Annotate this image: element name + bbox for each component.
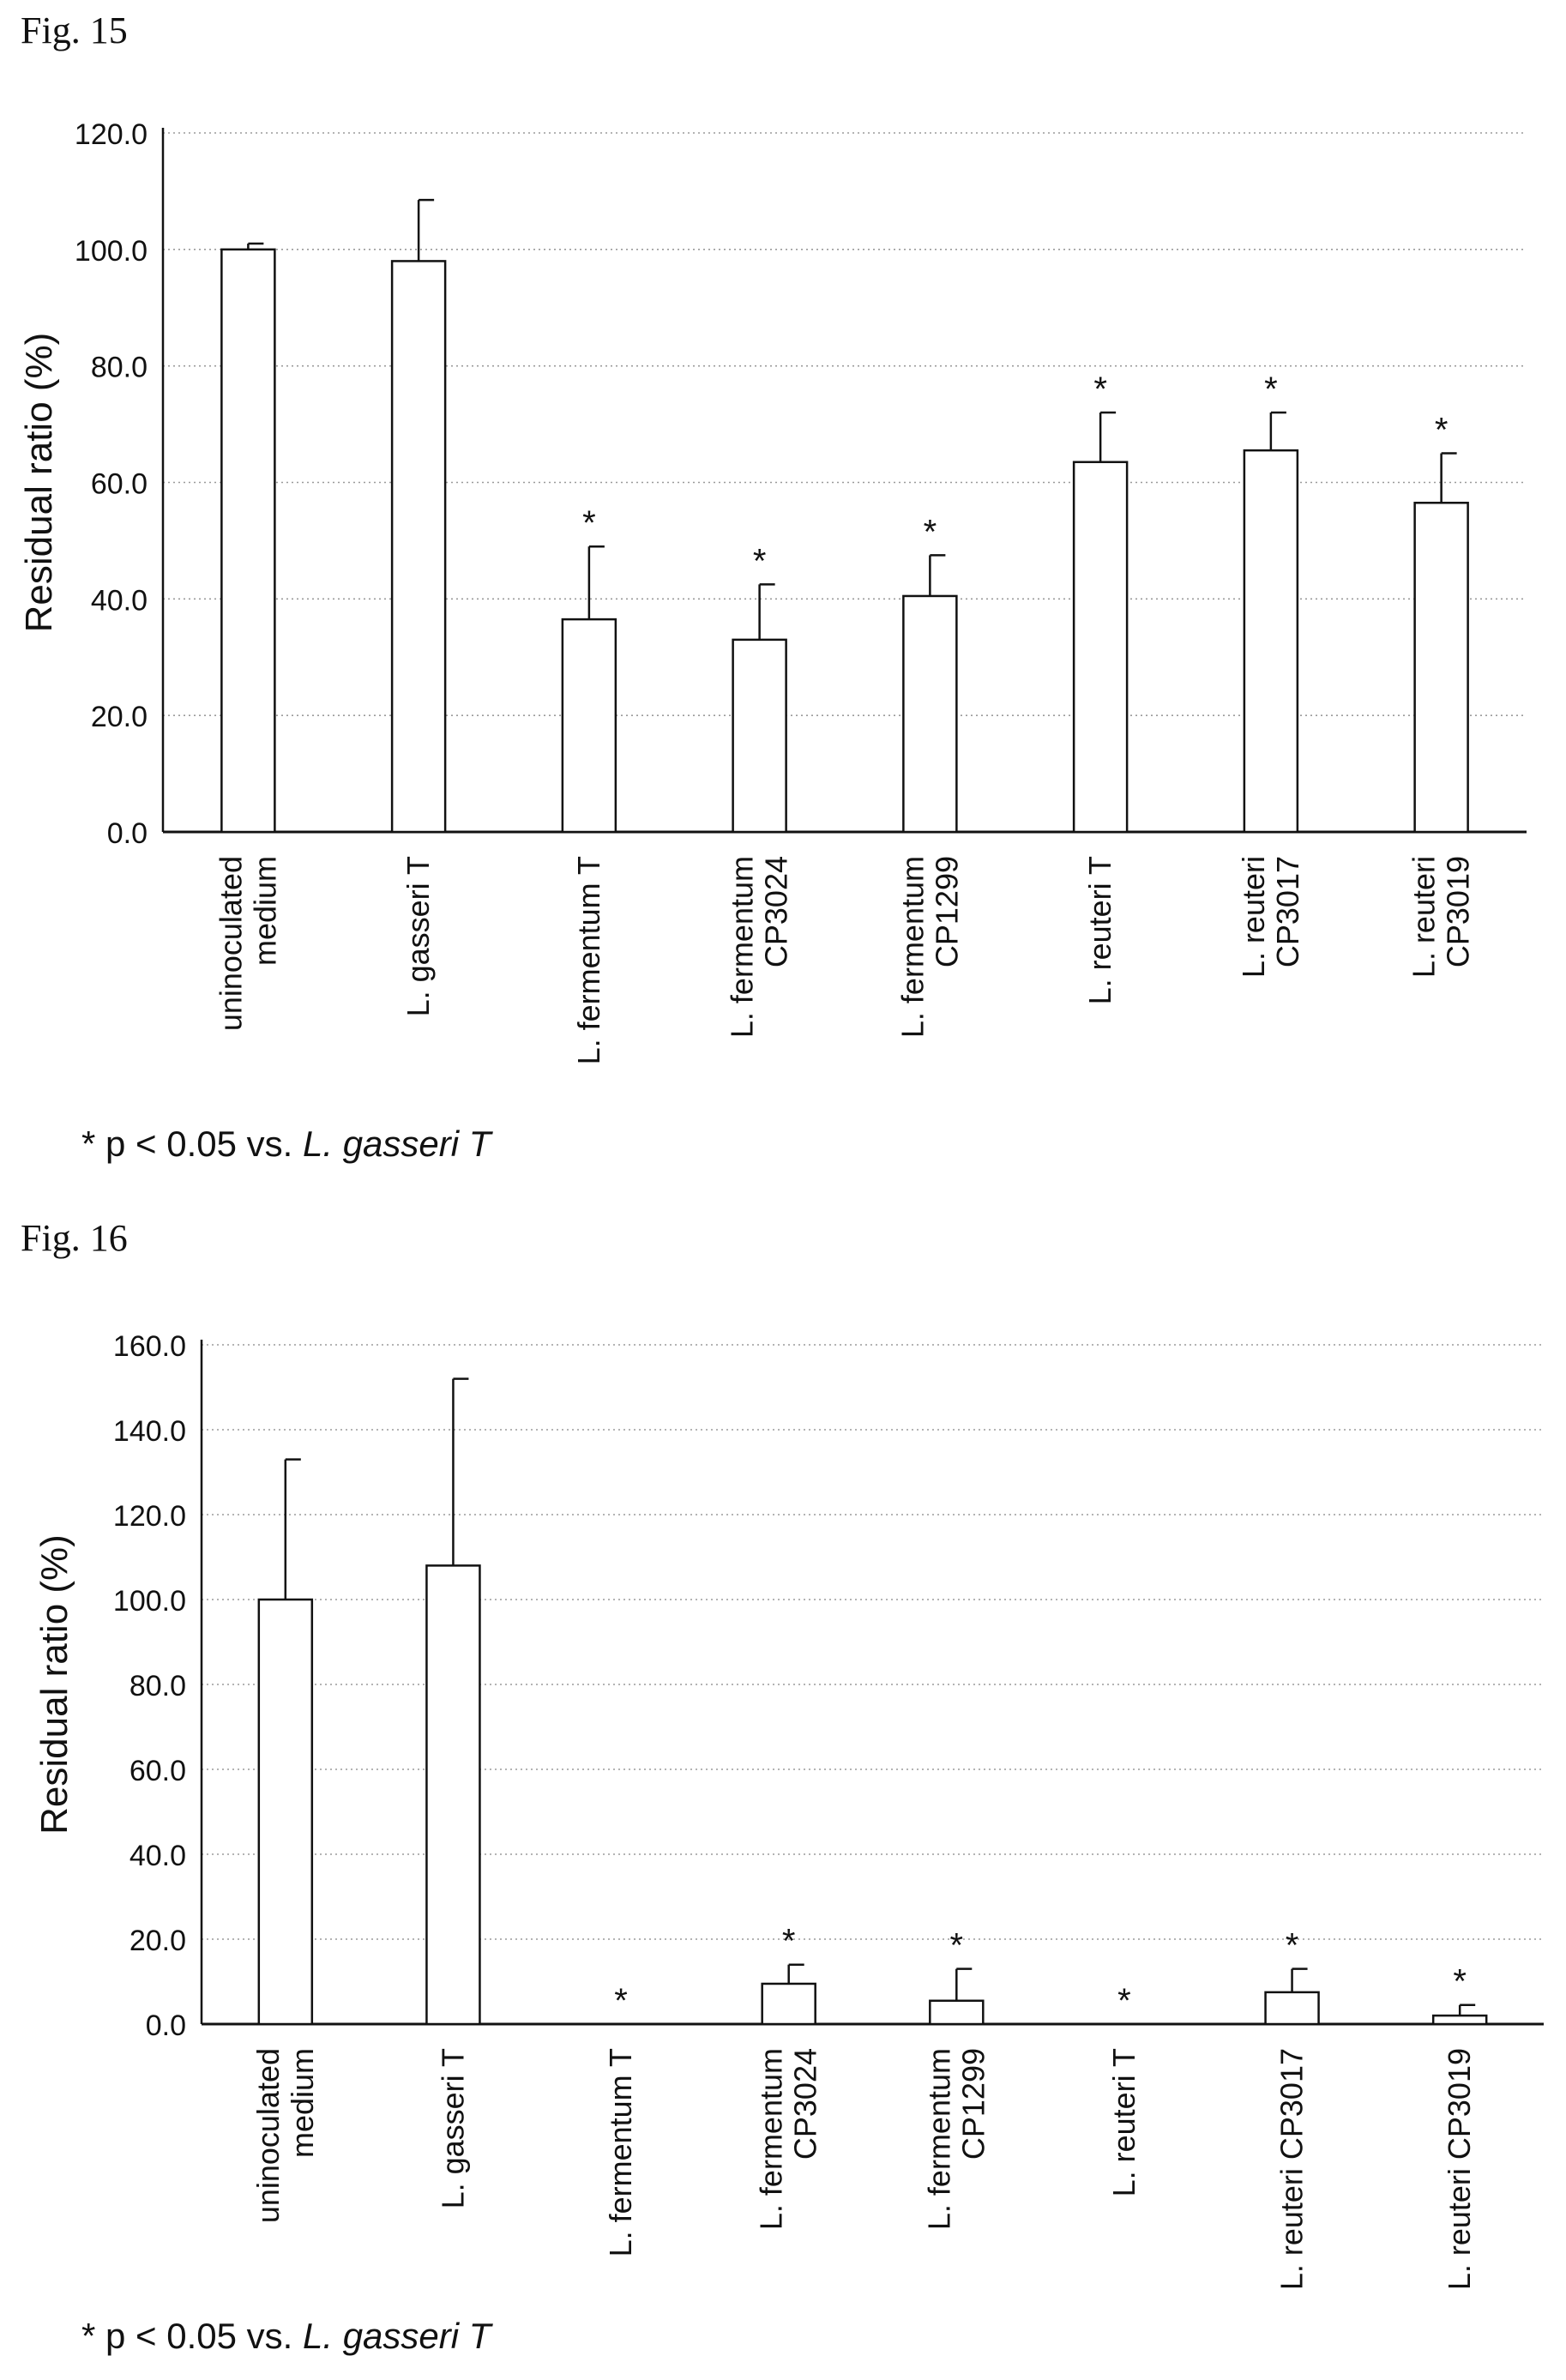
fig16-ytick-label: 100.0 (113, 1585, 186, 1618)
fig16-ytick-label: 160.0 (113, 1330, 186, 1363)
figure-16-note-text: * p < 0.05 vs. (81, 2316, 303, 2356)
fig16-bar (929, 1999, 985, 2026)
fig16-significance-marker: * (1117, 1982, 1131, 2020)
fig15-bar (902, 594, 958, 834)
fig15-category-label: L. reuteri T (1082, 856, 1117, 1004)
fig15-category-label: CP1299 (929, 856, 964, 967)
fig15-significance-marker: * (753, 542, 767, 580)
fig16-ytick-label: 20.0 (129, 1925, 186, 1957)
fig15-ytick-label: 80.0 (91, 352, 148, 384)
fig16-ytick-label: 60.0 (129, 1755, 186, 1787)
figure-15-bar-chart: 0.0 20.0 40.0 60.0 80.0 100.0 120.0 Residual ra… (18, 118, 1527, 1064)
fig16-category-label: uninoculated (250, 2048, 286, 2223)
figure-16-label: Fig. 16 (21, 1217, 128, 1259)
fig16-significance-marker: * (950, 1927, 964, 1965)
fig15-ylabel: Residual ratio (%) (18, 333, 60, 633)
fig16-bar (257, 1598, 314, 2026)
fig15-category-label: L. fermentum T (571, 856, 606, 1064)
fig15-significance-marker: * (1435, 412, 1449, 449)
fig15-category-label: L. reuteri (1236, 856, 1271, 978)
fig15-category-label: L. reuteri (1406, 856, 1442, 978)
fig15-ytick-label: 60.0 (91, 468, 148, 501)
fig16-bar (1431, 2014, 1488, 2026)
fig16-ytick-label: 0.0 (146, 2009, 186, 2042)
figure-16-bar-chart: 0.0 20.0 40.0 60.0 80.0 100.0 120.0 140.0 160.0 R… (33, 1330, 1544, 2290)
fig15-category-label: L. gasseri T (401, 856, 436, 1016)
fig15-significance-marker: * (1093, 371, 1107, 408)
fig16-category-label: L. fermentum (921, 2048, 956, 2230)
figure-15-significance-note: * p < 0.05 vs. L. gasseri T (81, 1124, 491, 1165)
fig16-category-label: CP3024 (788, 2048, 823, 2160)
fig16-ytick-label: 120.0 (113, 1500, 186, 1533)
fig16-category-label: CP1299 (955, 2048, 991, 2160)
fig16-ylabel: Residual ratio (%) (33, 1534, 75, 1835)
fig15-category-label: CP3019 (1441, 856, 1476, 967)
fig16-significance-marker: * (1453, 1963, 1467, 2001)
fig16-category-label: L. fermentum (754, 2048, 789, 2230)
fig16-bar (1264, 1991, 1320, 2026)
fig16-category-label: L. reuteri T (1106, 2048, 1141, 2196)
fig15-category-label: uninoculated (213, 856, 248, 1031)
fig15-bar (390, 260, 447, 834)
fig16-category-label: L. gasseri T (435, 2048, 470, 2208)
figure-15-label: Fig. 15 (21, 9, 128, 51)
fig15-significance-marker: * (582, 504, 596, 542)
fig15-category-label: L. fermentum (725, 856, 760, 1038)
fig15-category-label: medium (247, 856, 282, 966)
figure-16-note-strain: L. gasseri T (303, 2316, 491, 2356)
fig15-ytick-label: 0.0 (107, 817, 148, 850)
fig15-significance-marker: * (1264, 371, 1278, 408)
fig16-bar (425, 1564, 481, 2026)
fig15-bar (1413, 502, 1469, 834)
figure-16-significance-note: * p < 0.05 vs. L. gasseri T (81, 2316, 491, 2357)
fig16-significance-marker: * (782, 1923, 796, 1961)
fig15-bar (561, 618, 617, 834)
fig15-category-label: L. fermentum (894, 856, 930, 1038)
fig16-ytick-label: 140.0 (113, 1415, 186, 1448)
fig15-ytick-label: 40.0 (91, 584, 148, 617)
fig15-category-label: CP3017 (1270, 856, 1305, 967)
fig16-category-label: L. reuteri CP3017 (1274, 2048, 1310, 2290)
fig15-ytick-label: 120.0 (75, 118, 148, 151)
fig16-bar (761, 1982, 816, 2026)
fig15-bar (1072, 461, 1129, 834)
fig15-bar (1243, 449, 1299, 834)
fig15-bar (732, 638, 787, 834)
fig15-category-label: CP3024 (759, 856, 794, 967)
fig15-ytick-label: 20.0 (91, 701, 148, 733)
fig16-ytick-label: 80.0 (129, 1670, 186, 1702)
fig15-ytick-label: 100.0 (75, 235, 148, 268)
fig16-category-label: medium (285, 2048, 320, 2158)
figure-15-note-strain: L. gasseri T (303, 1124, 491, 1164)
figure-15-note-text: * p < 0.05 vs. (81, 1124, 303, 1164)
fig16-significance-marker: * (614, 1982, 628, 2020)
fig15-bar (220, 248, 276, 834)
fig16-category-label: L. reuteri CP3019 (1442, 2048, 1477, 2290)
fig16-significance-marker: * (1286, 1927, 1299, 1965)
fig16-category-label: L. fermentum T (603, 2048, 638, 2256)
fig16-ytick-label: 40.0 (129, 1840, 186, 1872)
fig15-significance-marker: * (924, 513, 937, 551)
